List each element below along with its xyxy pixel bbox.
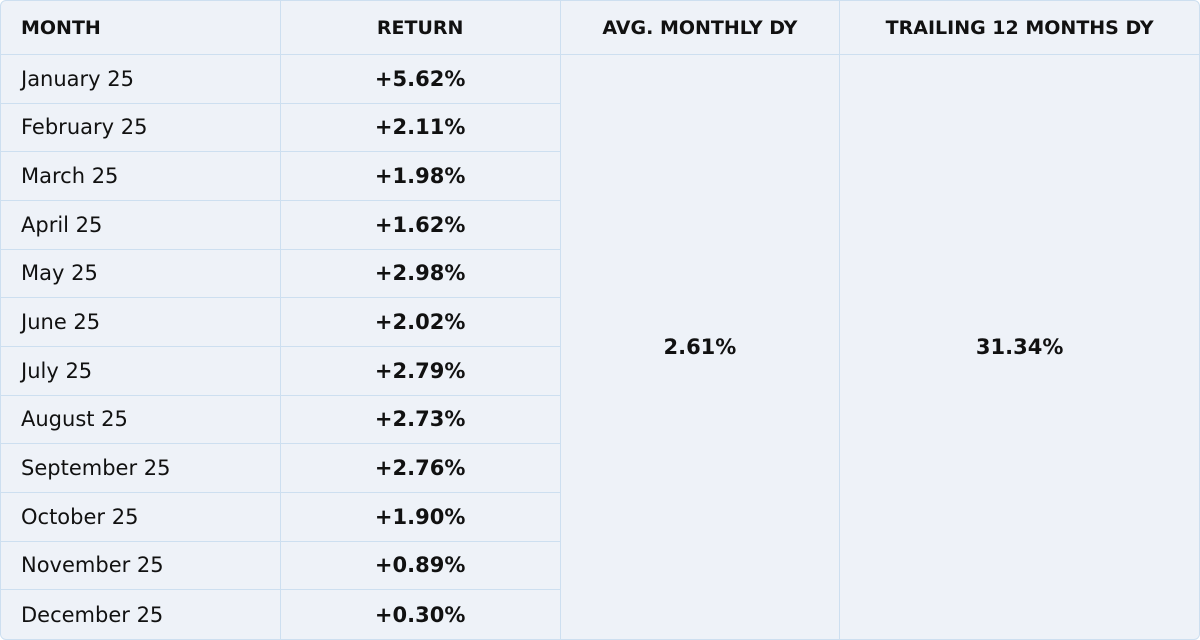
- month-cell: March 25: [1, 152, 281, 201]
- month-cell: July 25: [1, 347, 281, 396]
- return-cell: +0.89%: [280, 541, 561, 591]
- return-cell: +1.62%: [280, 201, 561, 250]
- return-cell: +2.73%: [280, 395, 561, 445]
- month-cell: January 25: [1, 55, 281, 104]
- return-cell: +0.30%: [281, 590, 561, 639]
- month-cell: October 25: [1, 493, 281, 542]
- month-cell: June 25: [1, 298, 281, 347]
- return-cell: +2.02%: [280, 298, 561, 347]
- return-cell: +1.98%: [280, 152, 561, 201]
- month-cell: December 25: [1, 590, 281, 639]
- trailing-dy-cell: 31.34%: [975, 335, 1064, 359]
- month-cell: April 25: [1, 201, 281, 250]
- month-cell: February 25: [1, 103, 281, 153]
- return-cell: +1.90%: [280, 493, 561, 542]
- return-cell: +2.98%: [280, 249, 561, 299]
- header-cell: MONTH: [1, 1, 281, 55]
- month-cell: November 25: [1, 541, 281, 591]
- avg-monthly-dy-cell: 2.61%: [561, 55, 841, 639]
- header-cell: AVG. MONTHLY DY: [560, 1, 841, 55]
- return-cell: +5.62%: [280, 55, 561, 104]
- month-cell: September 25: [1, 444, 281, 493]
- header-cell: RETURN: [280, 1, 561, 55]
- return-cell: +2.11%: [280, 103, 561, 153]
- month-cell: August 25: [1, 395, 281, 445]
- return-cell: +2.79%: [280, 347, 561, 396]
- header-cell: TRAILING 12 MONTHS DY: [840, 1, 1199, 55]
- return-cell: +2.76%: [280, 444, 561, 493]
- month-cell: May 25: [1, 249, 281, 299]
